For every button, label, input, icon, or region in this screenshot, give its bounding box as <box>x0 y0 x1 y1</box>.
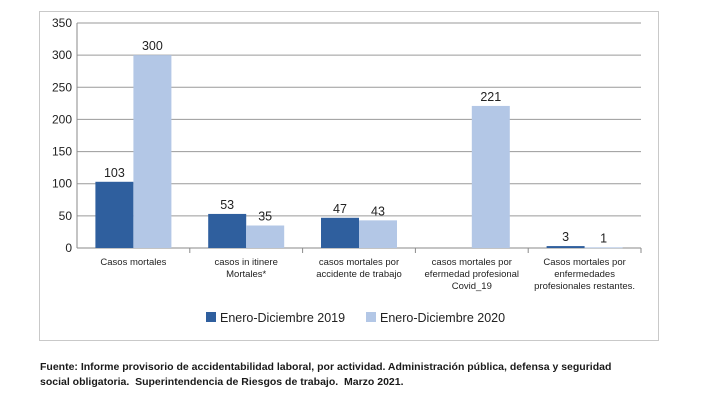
bar <box>584 247 623 249</box>
x-category-label: Casos mortales <box>100 257 166 268</box>
x-category-label: Mortales* <box>226 269 266 280</box>
x-category-label: casos in itinere <box>215 257 278 268</box>
data-label: 103 <box>104 166 125 180</box>
x-category-label: enfermedades <box>554 269 615 280</box>
x-category-label: profesionales restantes. <box>534 281 635 292</box>
data-label: 3 <box>562 230 569 244</box>
bar <box>133 55 172 249</box>
bar <box>546 246 585 248</box>
x-category-label: accidente de trabajo <box>316 269 402 280</box>
y-tick-label: 50 <box>59 209 73 223</box>
bar <box>95 181 134 248</box>
bar <box>471 105 510 248</box>
data-label: 35 <box>258 210 272 224</box>
y-tick-label: 200 <box>52 112 72 126</box>
source-note-line-1: Fuente: Informe provisorio de accidentab… <box>40 361 612 373</box>
chart: 0 50 100 150 200 250 300 350 103 300 Casos mortale… <box>52 16 642 325</box>
y-tick-label: 350 <box>52 16 72 30</box>
legend-label: Enero-Diciembre 2019 <box>220 311 345 325</box>
bar <box>246 225 285 248</box>
legend-swatch <box>206 312 216 322</box>
source-note-line-2: social obligatoria. Superintendencia de … <box>40 376 404 388</box>
x-category-label: Covid_19 <box>452 281 492 292</box>
data-label: 221 <box>480 90 501 104</box>
y-tick-label: 150 <box>52 145 72 159</box>
bar <box>321 217 359 248</box>
data-label: 53 <box>220 198 234 212</box>
x-category-label: efermedad profesional <box>425 269 520 280</box>
y-tick-label: 250 <box>52 80 72 94</box>
bar <box>359 220 397 248</box>
legend-label: Enero-Diciembre 2020 <box>380 311 505 325</box>
y-tick-label: 100 <box>52 177 72 191</box>
bar <box>208 213 247 248</box>
data-label: 300 <box>142 39 163 53</box>
y-tick-label: 300 <box>52 48 72 62</box>
data-label: 43 <box>371 204 385 218</box>
x-category-label: casos mortales por <box>319 257 399 268</box>
source-note: Fuente: Informe provisorio de accidentab… <box>40 360 670 390</box>
x-category-label: casos mortales por <box>432 257 512 268</box>
data-label: 47 <box>333 202 347 216</box>
y-tick-label: 0 <box>65 241 72 255</box>
data-label: 1 <box>600 231 607 245</box>
legend-swatch <box>366 312 376 322</box>
x-category-label: Casos mortales por <box>543 257 625 268</box>
